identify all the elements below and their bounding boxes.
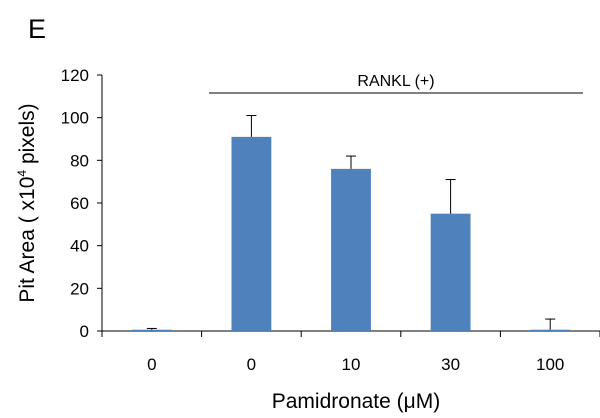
rankl-annotation-label: RANKL (+) xyxy=(357,73,434,90)
y-axis-title-prefix: Pit Area ( x10 xyxy=(16,177,39,303)
y-tick-label: 120 xyxy=(61,66,89,85)
x-tick-label: 0 xyxy=(247,355,256,374)
x-axis-title: Pamidronate (μM) xyxy=(272,390,440,413)
y-axis-title-superscript: 4 xyxy=(15,170,29,177)
panel-label: E xyxy=(28,14,46,44)
x-tick-label: 0 xyxy=(147,355,156,374)
error-bars xyxy=(146,115,556,330)
bar xyxy=(231,136,272,331)
x-tick-label: 10 xyxy=(342,355,361,374)
y-tick-label: 40 xyxy=(70,237,89,256)
bar xyxy=(430,213,471,331)
y-tick-label: 60 xyxy=(70,194,89,213)
y-ticks: 0 20 40 60 80 100 120 xyxy=(61,66,102,341)
rankl-annotation: RANKL (+) xyxy=(209,73,583,94)
bar xyxy=(530,329,571,331)
x-tick-label: 30 xyxy=(441,355,460,374)
y-axis-title: Pit Area ( x104 pixels) xyxy=(15,103,39,302)
y-tick-label: 20 xyxy=(70,279,89,298)
x-tick-label: 100 xyxy=(536,355,564,374)
y-axis-title-suffix: pixels) xyxy=(16,103,39,170)
x-tick-labels: 0 0 10 30 100 xyxy=(147,355,564,374)
y-tick-label: 100 xyxy=(61,109,89,128)
y-tick-label: 0 xyxy=(80,322,89,341)
bar xyxy=(331,168,371,331)
x-ticks xyxy=(101,331,600,337)
bars xyxy=(131,136,571,331)
bar xyxy=(131,329,172,331)
y-tick-label: 80 xyxy=(70,151,89,170)
